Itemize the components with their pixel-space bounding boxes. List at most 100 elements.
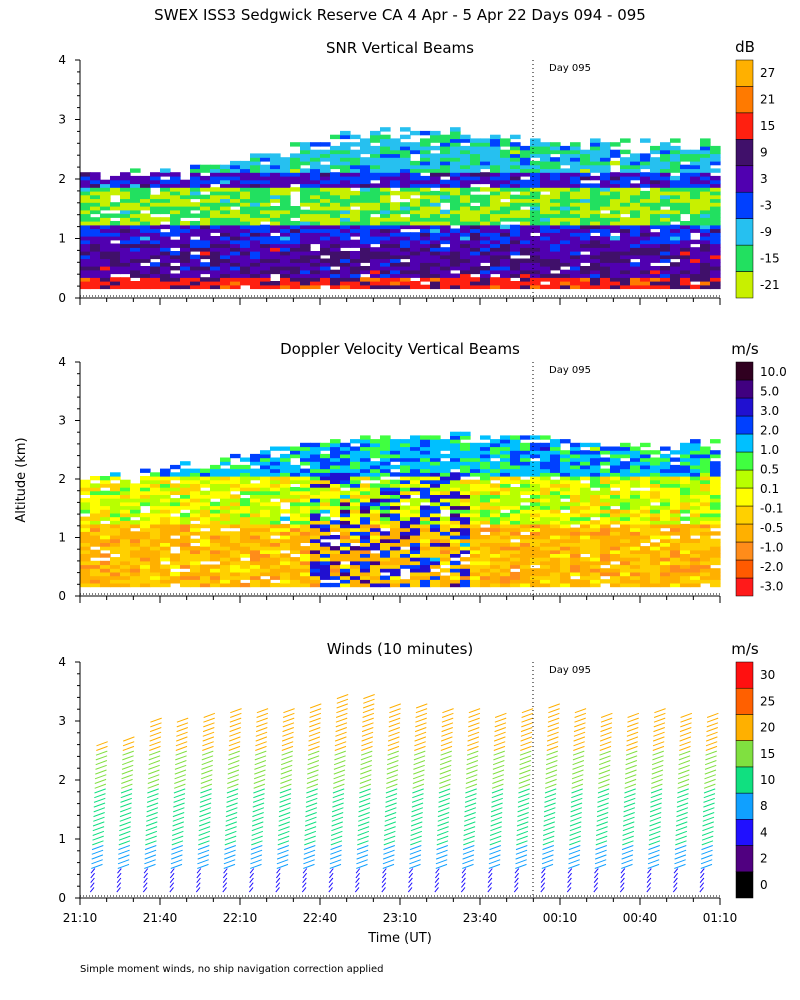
heatmap-cell: [350, 487, 361, 492]
heatmap-cell: [700, 553, 711, 558]
heatmap-cell: [220, 579, 231, 584]
heatmap-cell: [710, 281, 721, 286]
heatmap-cell: [150, 476, 161, 481]
heatmap-cell: [610, 494, 621, 499]
footnote: Simple moment winds, no ship navigation …: [80, 964, 384, 975]
heatmap-cell: [410, 142, 421, 147]
heatmap-cell: [680, 284, 691, 290]
heatmap-cell: [170, 560, 181, 566]
heatmap-cell: [580, 164, 591, 170]
heatmap-cell: [540, 228, 551, 233]
wind-barb: [148, 755, 161, 761]
heatmap-cell: [610, 221, 621, 226]
heatmap-cell: [510, 450, 521, 455]
heatmap-cell: [590, 262, 601, 267]
heatmap-cell: [190, 175, 201, 181]
heatmap-cell: [630, 542, 641, 547]
heatmap-cell: [650, 472, 661, 477]
heatmap-cell: [320, 179, 331, 185]
heatmap-cell: [440, 160, 451, 166]
heatmap-cell: [580, 453, 591, 459]
colorbar-label: 5.0: [760, 384, 779, 398]
heatmap-cell: [590, 483, 601, 488]
heatmap-cell: [370, 483, 381, 488]
heatmap-cell: [300, 202, 311, 207]
heatmap-cell: [160, 269, 171, 275]
heatmap-cell: [530, 209, 541, 215]
heatmap-cell: [530, 520, 541, 525]
heatmap-cell: [710, 160, 721, 166]
wind-barb: [224, 849, 236, 855]
heatmap-cell: [630, 187, 641, 192]
heatmap-cell: [630, 157, 641, 162]
heatmap-cell: [510, 442, 521, 448]
heatmap-cell: [340, 172, 351, 177]
heatmap-cell: [270, 582, 281, 588]
heatmap-cell: [710, 571, 721, 577]
heatmap-cell: [500, 516, 511, 521]
heatmap-cell: [180, 284, 191, 290]
heatmap-cell: [100, 236, 111, 241]
heatmap-cell: [330, 461, 341, 466]
heatmap-cell: [380, 127, 391, 132]
heatmap-cell: [380, 183, 391, 188]
wind-barb: [251, 826, 264, 832]
heatmap-cell: [110, 490, 121, 495]
heatmap-cell: [450, 546, 461, 551]
heatmap-cell: [700, 450, 711, 455]
wind-barb: [149, 741, 161, 747]
heatmap-cell: [660, 512, 671, 518]
heatmap-cell: [580, 487, 591, 492]
heatmap-cell: [120, 228, 131, 233]
heatmap-cell: [240, 187, 251, 192]
heatmap-cell: [540, 247, 551, 252]
heatmap-cell: [700, 194, 711, 200]
heatmap-cell: [570, 571, 581, 577]
heatmap-cell: [620, 187, 631, 192]
heatmap-cell: [610, 553, 621, 558]
heatmap-cell: [350, 582, 361, 588]
heatmap-cell: [280, 553, 291, 558]
heatmap-cell: [650, 546, 661, 551]
wind-barb: [197, 859, 209, 865]
heatmap-cell: [150, 175, 161, 181]
heatmap-cell: [440, 582, 451, 588]
heatmap-cell: [480, 509, 491, 514]
heatmap-cell: [630, 490, 641, 495]
heatmap-cell: [300, 557, 311, 562]
wind-barb: [329, 863, 342, 869]
wind-barb: [334, 750, 346, 756]
heatmap-cell: [290, 476, 301, 481]
heatmap-cell: [670, 153, 681, 158]
heatmap-cell: [470, 198, 481, 203]
wind-barb: [228, 750, 240, 756]
heatmap-cell: [220, 487, 231, 492]
heatmap-cell: [440, 557, 451, 562]
heatmap-cell: [460, 284, 471, 290]
heatmap-cell: [470, 243, 481, 248]
heatmap-cell: [370, 450, 381, 455]
heatmap-cell: [390, 206, 401, 211]
heatmap-cell: [480, 560, 491, 566]
heatmap-cell: [170, 179, 181, 185]
heatmap-cell: [80, 194, 91, 200]
heatmap-cell: [500, 160, 511, 166]
heatmap-cell: [290, 153, 301, 158]
heatmap-cell: [230, 179, 241, 185]
heatmap-cell: [400, 160, 411, 166]
wind-barb: [255, 736, 268, 742]
heatmap-cell: [200, 206, 211, 211]
y-tick-label: 1: [58, 232, 66, 246]
heatmap-cell: [570, 228, 581, 233]
heatmap-cell: [460, 202, 471, 207]
heatmap-cell: [100, 476, 111, 481]
heatmap-cell: [480, 476, 491, 481]
heatmap-cell: [630, 228, 641, 233]
heatmap-cell: [280, 446, 291, 451]
heatmap-cell: [380, 442, 391, 448]
heatmap-cell: [260, 527, 271, 532]
heatmap-cell: [360, 446, 371, 451]
heatmap-cell: [400, 542, 411, 547]
heatmap-cell: [270, 461, 281, 466]
heatmap-cell: [660, 236, 671, 241]
